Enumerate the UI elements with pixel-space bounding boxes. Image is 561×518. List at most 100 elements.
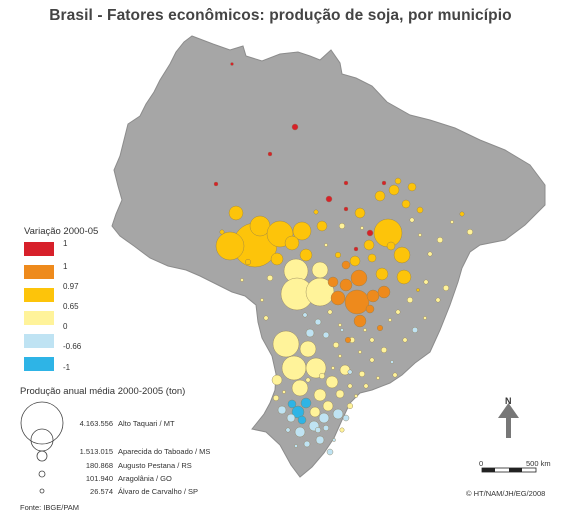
- municipality-bubble: [450, 220, 454, 224]
- municipality-bubble: [215, 231, 245, 261]
- municipality-bubble: [341, 260, 351, 270]
- municipality-bubble: [366, 289, 380, 303]
- municipality-bubble: [412, 327, 419, 334]
- municipality-bubble: [392, 372, 398, 378]
- municipality-bubble: [394, 177, 402, 185]
- municipality-bubble: [325, 375, 339, 389]
- municipality-bubble: [381, 347, 388, 354]
- production-place-label: Alto Taquari / MT: [118, 419, 175, 428]
- production-value-label: 101.940: [85, 474, 113, 483]
- municipality-bubble: [297, 415, 307, 425]
- municipality-bubble: [303, 440, 311, 448]
- variation-swatch: [24, 242, 54, 256]
- variation-value-label: 0: [63, 322, 68, 331]
- municipality-bubble: [373, 218, 403, 248]
- municipality-bubble: [338, 323, 342, 327]
- variation-value-label: 0.65: [63, 302, 79, 311]
- municipality-bubble: [305, 377, 311, 383]
- municipality-bubble: [365, 304, 375, 314]
- municipality-bubble: [395, 309, 401, 315]
- municipality-bubble: [386, 241, 396, 251]
- municipality-bubble: [338, 354, 342, 358]
- municipality-bubble: [353, 314, 367, 328]
- production-legend-title: Produção anual média 2000-2005 (ton): [20, 386, 186, 397]
- municipality-bubble: [311, 261, 329, 279]
- municipality-bubble: [270, 252, 284, 266]
- municipality-bubble: [375, 267, 389, 281]
- municipality-bubble: [315, 435, 325, 445]
- municipality-bubble: [322, 331, 330, 339]
- municipality-bubble: [213, 181, 219, 187]
- municipality-bubble: [339, 427, 345, 433]
- municipality-bubble: [230, 62, 234, 66]
- municipality-bubble: [366, 229, 374, 237]
- production-value-label: 180.868: [85, 461, 113, 470]
- municipality-bubble: [302, 312, 308, 318]
- production-legend-circles: [20, 401, 64, 494]
- municipality-bubble: [299, 340, 317, 358]
- production-size-circle: [30, 428, 54, 452]
- municipality-bubble: [416, 288, 420, 292]
- municipality-bubble: [284, 235, 300, 251]
- municipality-bubble: [390, 360, 394, 364]
- municipality-bubble: [327, 309, 333, 315]
- municipality-bubble: [339, 222, 346, 229]
- municipality-bubble: [282, 390, 286, 394]
- municipality-bubble: [350, 269, 368, 287]
- municipality-bubble: [388, 318, 392, 322]
- municipality-bubble: [325, 195, 333, 203]
- municipality-bubble: [309, 406, 321, 418]
- municipality-bubble: [423, 279, 429, 285]
- municipality-bubble: [335, 251, 342, 258]
- municipality-bubble: [267, 151, 273, 157]
- municipality-bubble: [267, 275, 274, 282]
- scale-zero-label: 0: [479, 459, 484, 468]
- production-size-circle: [39, 488, 45, 494]
- municipality-bubble: [377, 285, 391, 299]
- municipality-bubble: [374, 190, 386, 202]
- municipality-bubble: [342, 414, 350, 422]
- municipality-bubble: [381, 180, 387, 186]
- scale-bar: [481, 467, 537, 473]
- municipality-bubble: [363, 383, 369, 389]
- variation-swatch: [24, 311, 54, 325]
- copyright-text: © HT/NAM/JH/EG/2008: [466, 489, 546, 498]
- municipality-bubble: [305, 357, 327, 379]
- municipality-bubble: [435, 297, 441, 303]
- municipality-bubble: [305, 328, 315, 338]
- north-arrow-icon: [498, 403, 519, 438]
- production-value-label: 26.574: [90, 487, 113, 496]
- production-place-label: Álvaro de Carvalho / SP: [118, 487, 199, 496]
- production-size-circle: [20, 401, 64, 445]
- municipality-bubble: [313, 388, 327, 402]
- municipality-bubble: [331, 366, 335, 370]
- municipality-bubble: [244, 259, 251, 266]
- municipality-bubble: [272, 330, 300, 358]
- municipality-bubble: [287, 399, 297, 409]
- municipality-bubble: [467, 228, 474, 235]
- production-place-label: Aparecida do Taboado / MS: [118, 447, 211, 456]
- production-size-circle: [38, 470, 46, 478]
- municipality-bubble: [323, 425, 330, 432]
- municipality-bubble: [369, 337, 375, 343]
- municipality-bubble: [347, 383, 353, 389]
- municipality-bubble: [263, 315, 269, 321]
- north-label: N: [505, 396, 512, 406]
- municipality-bubble: [409, 217, 415, 223]
- production-value-label: 4.163.556: [79, 419, 113, 428]
- municipality-bubble: [326, 448, 334, 456]
- municipality-bubble: [363, 328, 367, 332]
- municipality-bubble: [353, 246, 359, 252]
- municipality-bubble: [294, 426, 306, 438]
- municipality-bubble: [340, 328, 344, 332]
- municipality-bubble: [314, 318, 322, 326]
- municipality-bubble: [358, 350, 362, 354]
- source-text: Fonte: IBGE/PAM: [20, 503, 80, 512]
- municipality-bubble: [271, 374, 283, 386]
- production-place-label: Aragolânia / GO: [118, 474, 172, 483]
- municipality-bubble: [354, 207, 366, 219]
- brazil-landmass: [111, 35, 546, 478]
- municipality-bubble: [401, 199, 411, 209]
- municipality-bubble: [347, 369, 353, 375]
